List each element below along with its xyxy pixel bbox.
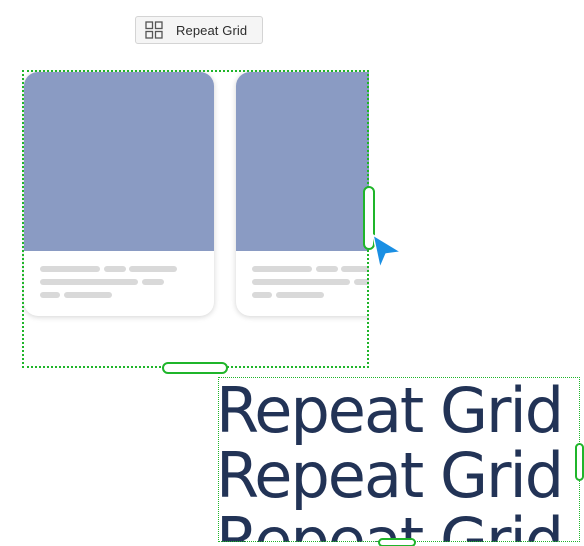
card-image <box>24 72 214 251</box>
text-placeholder-line <box>252 292 272 298</box>
text-placeholder-line <box>104 266 126 272</box>
card-2[interactable] <box>236 72 369 316</box>
repeat-grid-button[interactable]: Repeat Grid <box>135 16 263 44</box>
card-1[interactable] <box>24 72 214 316</box>
card-grid[interactable] <box>22 70 369 368</box>
text-placeholder-line <box>40 266 100 272</box>
text-placeholder-line <box>252 266 312 272</box>
text-grid-item: Repeat Grid <box>218 439 564 512</box>
text-grid-right-handle[interactable] <box>575 443 584 481</box>
text-repeat-grid[interactable]: Repeat Grid Repeat Grid Repeat Grid <box>218 377 580 543</box>
text-placeholder-line <box>40 279 138 285</box>
card-image <box>236 72 369 251</box>
bottom-resize-handle[interactable] <box>162 362 228 374</box>
pointer-arrow-icon <box>372 234 402 269</box>
text-placeholder-line <box>354 279 369 285</box>
repeat-grid-label: Repeat Grid <box>176 22 248 38</box>
grid-selection-outline <box>22 70 369 368</box>
text-grid-selection-outline <box>218 377 580 542</box>
text-placeholder-line <box>252 279 350 285</box>
text-placeholder-line <box>341 266 369 272</box>
right-resize-handle[interactable] <box>363 186 375 250</box>
text-placeholder-line <box>276 292 324 298</box>
text-grid-item: Repeat Grid <box>218 504 564 543</box>
text-placeholder-line <box>129 266 177 272</box>
text-placeholder-line <box>142 279 164 285</box>
text-placeholder-line <box>64 292 112 298</box>
text-grid-bottom-handle[interactable] <box>378 538 416 546</box>
text-placeholder-line <box>40 292 60 298</box>
text-placeholder-line <box>316 266 338 272</box>
grid-icon <box>145 21 163 39</box>
text-grid-item: Repeat Grid <box>218 377 564 447</box>
